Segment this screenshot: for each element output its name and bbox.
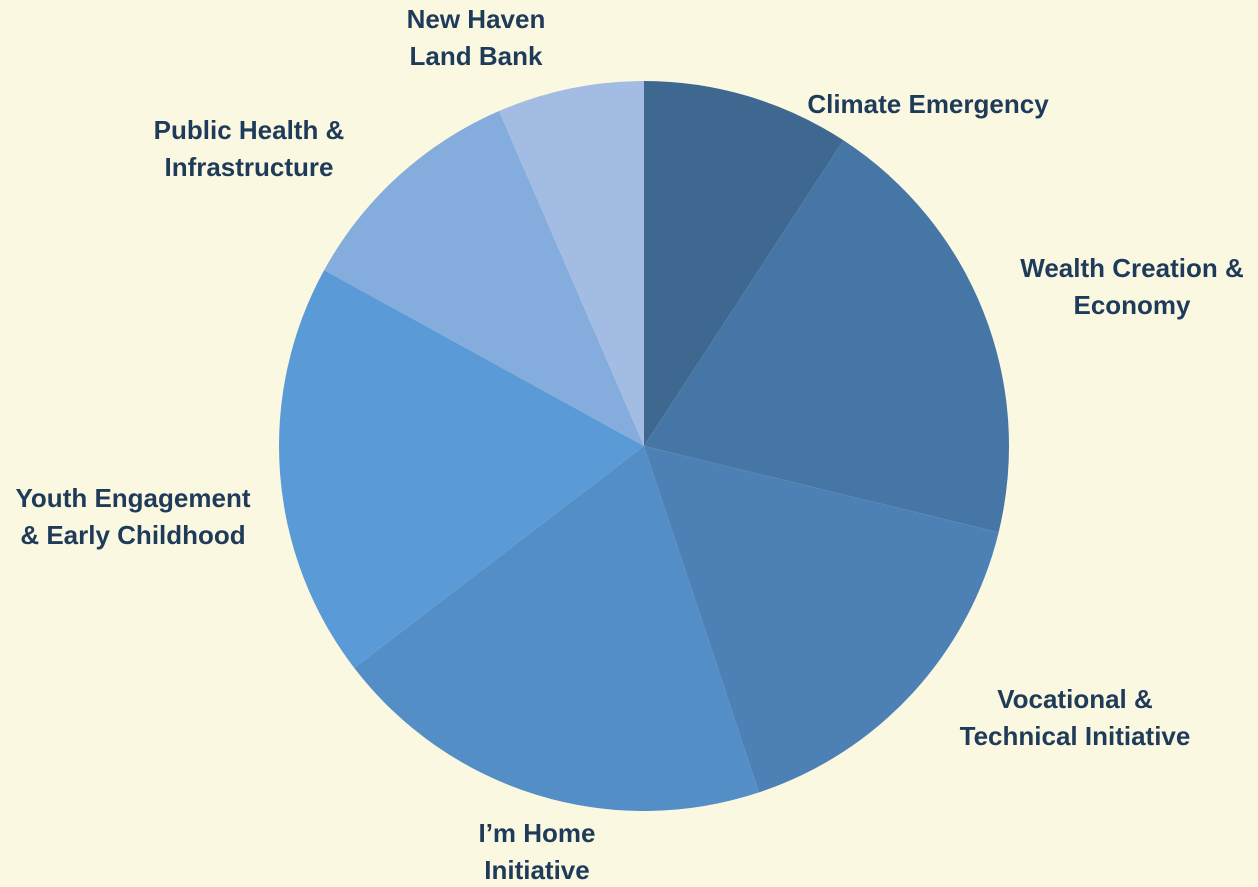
slice-label: Public Health & Infrastructure xyxy=(154,115,345,182)
slice-label: New Haven Land Bank xyxy=(407,4,546,71)
slice-label-line: Land Bank xyxy=(410,41,543,71)
slice-label-line: Wealth Creation & xyxy=(1020,253,1243,283)
slice-label-line: Climate Emergency xyxy=(807,89,1049,119)
pie-slice xyxy=(644,81,844,446)
slice-label: I’m Home Initiative xyxy=(478,818,595,885)
slice-label: Vocational & Technical Initiative xyxy=(960,684,1191,751)
pie-slice xyxy=(644,140,1010,533)
pie-slice xyxy=(354,446,759,811)
pie-labels: Climate Emergency Wealth Creation & Econom… xyxy=(16,4,1244,885)
pie-slice xyxy=(499,81,644,446)
pie-slice xyxy=(644,446,999,793)
slice-label: Wealth Creation & Economy xyxy=(1020,253,1243,320)
slice-label-line: & Early Childhood xyxy=(20,520,245,550)
slice-label-line: Technical Initiative xyxy=(960,721,1191,751)
slice-label-line: Infrastructure xyxy=(164,152,333,182)
slice-label-line: New Haven xyxy=(407,4,546,34)
pie-slices xyxy=(279,81,1010,811)
slice-label-line: Initiative xyxy=(484,855,589,885)
slice-label-line: I’m Home xyxy=(478,818,595,848)
slice-label-line: Economy xyxy=(1073,290,1191,320)
slice-label: Youth Engagement & Early Childhood xyxy=(16,483,251,550)
slice-label-line: Public Health & xyxy=(154,115,345,145)
slice-label-line: Youth Engagement xyxy=(16,483,251,513)
slice-label-line: Vocational & xyxy=(997,684,1153,714)
slice-label: Climate Emergency xyxy=(807,89,1049,119)
pie-slice xyxy=(279,270,644,668)
pie-slice xyxy=(324,111,644,447)
